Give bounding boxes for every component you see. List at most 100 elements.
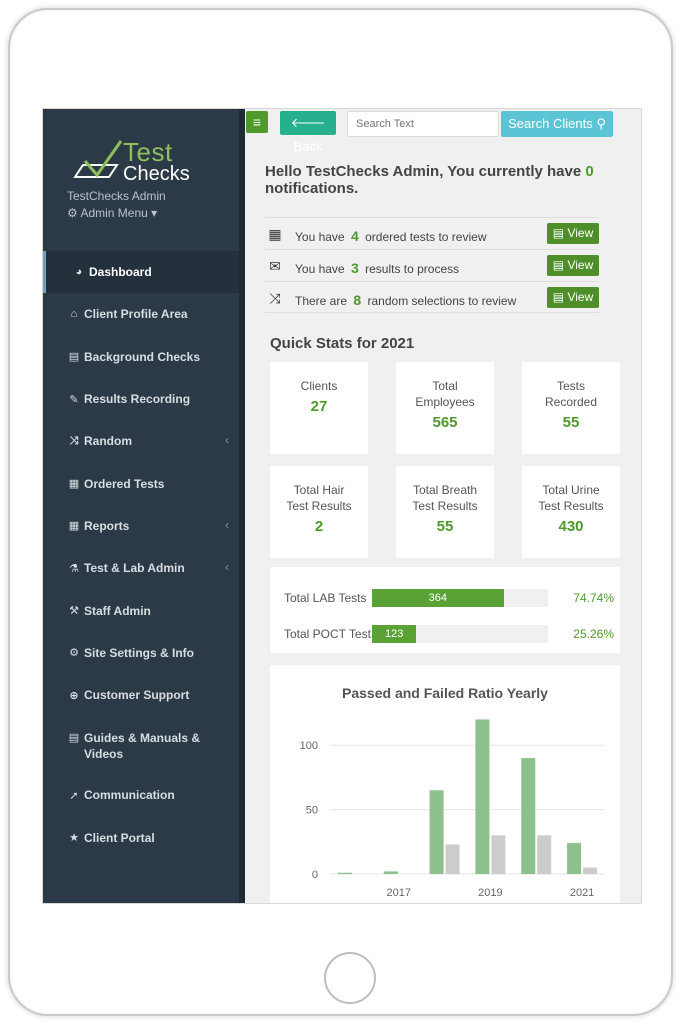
file-icon: ▤ — [68, 351, 80, 364]
send-icon: ➚ — [69, 789, 79, 802]
view-button-label: View — [567, 226, 594, 240]
notification-count: 0 — [585, 163, 594, 180]
stat-card-urine-tests: Total Urine Test Results 430 — [522, 466, 620, 558]
ratio-chart-card: Passed and Failed Ratio Yearly 0 50 100 201… — [270, 665, 620, 903]
lab-tests-fill: 364 — [372, 589, 504, 607]
list-icon: ▤ — [552, 226, 565, 240]
poct-tests-progress: 123 — [372, 625, 548, 643]
view-button-label: View — [567, 258, 594, 272]
menu-toggle-button[interactable]: ≡ — [246, 111, 268, 133]
sidebar-item-label: Reports — [84, 518, 130, 533]
sidebar-item-staff-admin[interactable]: ⚒ Staff Admin — [43, 589, 239, 631]
x-tick-label: 2017 — [387, 887, 411, 899]
home-button[interactable] — [324, 952, 376, 1004]
sidebar-item-label: Client Profile Area — [84, 307, 188, 322]
view-results-button[interactable]: ▤ View — [547, 255, 599, 276]
stat-value: 2 — [314, 518, 324, 535]
stat-value: 55 — [436, 518, 454, 535]
sidebar-item-customer-support[interactable]: ⊕ Customer Support — [43, 674, 239, 716]
notification-row: ▦ You have 4 ordered tests to review ▤ V… — [265, 217, 599, 249]
view-random-selections-button[interactable]: ▤ View — [547, 287, 599, 308]
calendar-icon: ▦ — [68, 478, 80, 491]
sidebar-item-random[interactable]: ⤨ Random ‹ — [43, 420, 239, 462]
cog-icon: ⚙ — [67, 206, 78, 220]
stat-label: Total Hair Test Results — [286, 483, 352, 513]
notification-number: 4 — [350, 228, 359, 244]
sidebar-item-label: Dashboard — [89, 265, 152, 280]
search-clients-label: Search Clients — [508, 116, 593, 131]
notification-text: You have 3 results to process — [295, 260, 459, 276]
sidebar-item-test-lab-admin[interactable]: ⚗ Test & Lab Admin ‹ — [43, 547, 239, 589]
stat-card-employees: Total Employees 565 — [396, 362, 494, 454]
greeting-suffix: notifications. — [265, 180, 359, 197]
stat-value: 27 — [310, 398, 328, 415]
notification-suffix: results to process — [365, 262, 460, 276]
random-icon: ⤨ — [69, 434, 79, 447]
lab-tests-progress: 364 — [372, 589, 548, 607]
poct-tests-fill: 123 — [372, 625, 417, 643]
sidebar-item-label: Client Portal — [84, 830, 155, 845]
user-name: TestChecks Admin — [67, 189, 166, 203]
flask-icon: ⚗ — [69, 562, 79, 575]
main-content: ≡ 🡐 Back Search Clients ⚲ Hello TestChec… — [245, 109, 641, 903]
sidebar-item-reports[interactable]: ▦ Reports ‹ — [43, 505, 239, 547]
notification-row: ⤨ There are 8 random selections to revie… — [265, 281, 599, 313]
greeting-prefix: Hello TestChecks Admin, You currently ha… — [265, 163, 582, 180]
admin-menu-toggle[interactable]: ⚙ Admin Menu ▾ — [67, 206, 157, 220]
sidebar-item-client-profile-area[interactable]: ⌂ Client Profile Area — [43, 293, 239, 335]
sidebar-item-label: Ordered Tests — [84, 476, 165, 491]
sidebar-item-ordered-tests[interactable]: ▦ Ordered Tests — [43, 462, 239, 504]
notification-prefix: There are — [295, 294, 348, 308]
app-screen: Test Checks TestChecks Admin ⚙ Admin Men… — [42, 108, 642, 904]
stat-card-hair-tests: Total Hair Test Results 2 — [270, 466, 368, 558]
stat-card-tests-recorded: Tests Recorded 55 — [522, 362, 620, 454]
hamburger-icon: ≡ — [252, 114, 262, 130]
lifebuoy-icon: ⊕ — [69, 689, 79, 702]
sidebar-item-label: Staff Admin — [84, 603, 151, 618]
x-tick-label: 2019 — [478, 887, 502, 899]
x-tick-label: 2021 — [570, 887, 594, 899]
sidebar-item-guides-manuals[interactable]: ▤ Guides & Manuals & Videos — [43, 716, 239, 774]
cogs-icon: ⚙ — [69, 647, 79, 660]
notification-text: You have 4 ordered tests to review — [295, 228, 486, 244]
stat-label: Total Employees — [415, 379, 475, 409]
greeting: Hello TestChecks Admin, You currently ha… — [265, 163, 625, 197]
notification-prefix: You have — [295, 230, 345, 244]
notification-number: 8 — [353, 292, 362, 308]
search-clients-button[interactable]: Search Clients ⚲ — [501, 111, 613, 137]
bar — [383, 871, 398, 874]
table-icon: ▦ — [68, 520, 80, 533]
list-icon: ▤ — [552, 258, 565, 272]
sidebar-item-results-recording[interactable]: ✎ Results Recording — [43, 378, 239, 420]
chevron-left-icon: ‹ — [225, 433, 229, 448]
stat-value: 430 — [558, 518, 584, 535]
top-toolbar: ≡ 🡐 Back Search Clients ⚲ — [245, 109, 641, 154]
ratio-chart: 0 50 100 2017 2019 2021 — [300, 719, 605, 899]
lab-tests-percent: 74.74% — [573, 591, 614, 605]
caret-down-icon: ▾ — [151, 206, 158, 220]
search-input[interactable] — [347, 111, 499, 137]
sidebar-item-site-settings[interactable]: ⚙ Site Settings & Info — [43, 632, 239, 674]
sidebar-item-client-portal[interactable]: ★ Client Portal — [43, 817, 239, 859]
calendar-icon: ▦ — [268, 226, 282, 242]
y-tick-label: 50 — [306, 805, 318, 817]
bar — [521, 758, 536, 874]
sidebar-item-label: Guides & Manuals & Videos — [84, 731, 201, 762]
y-tick-label: 0 — [312, 869, 318, 881]
chart-title: Passed and Failed Ratio Yearly — [342, 685, 548, 701]
edit-icon: ✎ — [69, 393, 79, 406]
sidebar: Test Checks TestChecks Admin ⚙ Admin Men… — [43, 109, 239, 903]
logo-text-checks: Checks — [123, 163, 190, 185]
stat-value: 565 — [432, 414, 458, 431]
notification-number: 3 — [350, 260, 359, 276]
view-ordered-tests-button[interactable]: ▤ View — [547, 223, 599, 244]
sidebar-item-dashboard[interactable]: ◕ Dashboard — [43, 251, 239, 294]
logo-check-icon — [73, 140, 123, 178]
stat-card-breath-tests: Total Breath Test Results 55 — [396, 466, 494, 558]
sidebar-item-background-checks[interactable]: ▤ Background Checks — [43, 336, 239, 378]
back-button[interactable]: 🡐 Back — [280, 111, 336, 154]
stat-label: Tests Recorded — [544, 379, 598, 409]
sidebar-item-communication[interactable]: ➚ Communication — [43, 774, 239, 816]
stat-card-clients: Clients 27 — [270, 362, 368, 454]
view-button-label: View — [567, 290, 594, 304]
